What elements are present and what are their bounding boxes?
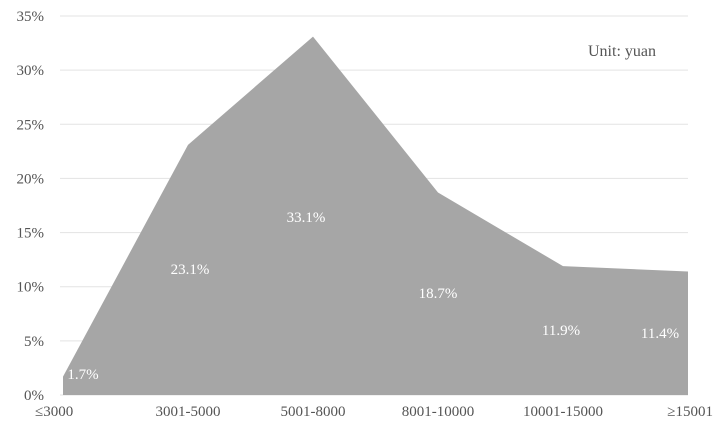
x-axis-tick-labels: ≤3000 3001-5000 5001-8000 8001-10000 10001-1…: [35, 404, 713, 420]
y-tick-label: 0%: [24, 388, 44, 404]
y-tick-label: 15%: [17, 226, 45, 242]
x-tick-label: ≤3000: [35, 404, 73, 420]
x-tick-label: 10001-15000: [523, 404, 603, 420]
y-tick-label: 25%: [17, 117, 45, 133]
y-tick-label: 35%: [17, 9, 45, 25]
x-tick-label: 5001-8000: [281, 404, 346, 420]
data-label: 1.7%: [67, 367, 98, 383]
data-labels: 1.7% 23.1% 33.1% 18.7% 11.9% 11.4%: [67, 210, 679, 383]
data-label: 11.4%: [641, 326, 679, 342]
data-label: 18.7%: [419, 286, 458, 302]
data-label: 11.9%: [542, 323, 580, 339]
data-label: 23.1%: [171, 262, 210, 278]
y-axis-tick-labels: 0% 5% 10% 15% 20% 25% 30% 35%: [17, 9, 45, 404]
area-fill: [63, 36, 688, 396]
unit-note: Unit: yuan: [588, 43, 656, 60]
x-tick-label: 8001-10000: [402, 404, 475, 420]
x-tick-label: 3001-5000: [156, 404, 221, 420]
y-tick-label: 5%: [24, 334, 44, 350]
y-tick-label: 20%: [17, 171, 45, 187]
x-tick-label: ≥15001: [667, 404, 713, 420]
y-tick-label: 30%: [17, 63, 45, 79]
area-series: [63, 36, 688, 396]
y-tick-label: 10%: [17, 280, 45, 296]
data-label: 33.1%: [287, 210, 326, 226]
